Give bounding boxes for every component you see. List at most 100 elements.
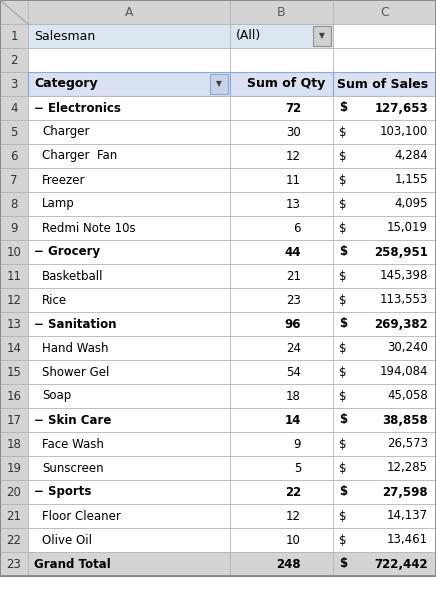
Text: 2: 2 bbox=[10, 54, 18, 66]
Bar bbox=[230, 384, 333, 408]
Text: 6: 6 bbox=[293, 221, 301, 235]
Text: 72: 72 bbox=[285, 101, 301, 115]
Text: Grand Total: Grand Total bbox=[34, 558, 111, 571]
Text: Freezer: Freezer bbox=[42, 174, 85, 186]
Bar bbox=[28, 48, 230, 72]
Bar bbox=[0, 336, 28, 360]
Text: $: $ bbox=[339, 558, 347, 571]
Bar bbox=[0, 456, 28, 480]
Bar bbox=[0, 192, 28, 216]
Bar bbox=[0, 384, 28, 408]
Bar bbox=[28, 72, 230, 96]
Text: 13,461: 13,461 bbox=[387, 534, 428, 546]
Text: 14: 14 bbox=[285, 414, 301, 426]
Bar bbox=[28, 240, 230, 264]
Text: 26,573: 26,573 bbox=[387, 438, 428, 451]
Text: $: $ bbox=[339, 294, 347, 306]
Text: Shower Gel: Shower Gel bbox=[42, 365, 109, 378]
Bar bbox=[28, 552, 230, 576]
Bar bbox=[28, 264, 230, 288]
Text: 103,100: 103,100 bbox=[380, 125, 428, 139]
Text: Sum of Sales: Sum of Sales bbox=[337, 78, 428, 91]
Bar bbox=[333, 120, 436, 144]
Bar bbox=[0, 288, 28, 312]
Bar bbox=[0, 312, 28, 336]
Bar bbox=[333, 288, 436, 312]
Text: ▼: ▼ bbox=[319, 32, 325, 41]
Text: 1: 1 bbox=[10, 29, 18, 42]
Bar bbox=[333, 0, 436, 24]
Bar bbox=[28, 24, 230, 48]
Bar bbox=[230, 312, 333, 336]
Text: 45,058: 45,058 bbox=[387, 389, 428, 402]
Bar bbox=[333, 480, 436, 504]
Text: Rice: Rice bbox=[42, 294, 67, 306]
Bar bbox=[0, 96, 28, 120]
Text: Redmi Note 10s: Redmi Note 10s bbox=[42, 221, 136, 235]
Text: − Grocery: − Grocery bbox=[34, 245, 100, 259]
Bar bbox=[333, 456, 436, 480]
Bar bbox=[28, 168, 230, 192]
Text: 18: 18 bbox=[7, 438, 21, 451]
Text: 19: 19 bbox=[7, 461, 21, 475]
Bar bbox=[333, 552, 436, 576]
Text: − Sanitation: − Sanitation bbox=[34, 318, 116, 331]
Text: (All): (All) bbox=[236, 29, 261, 42]
Bar bbox=[333, 216, 436, 240]
Text: 14,137: 14,137 bbox=[387, 509, 428, 522]
Text: Floor Cleaner: Floor Cleaner bbox=[42, 509, 121, 522]
Text: 14: 14 bbox=[7, 341, 21, 355]
Bar bbox=[333, 144, 436, 168]
Bar bbox=[28, 120, 230, 144]
Bar bbox=[28, 216, 230, 240]
Text: $: $ bbox=[339, 365, 347, 378]
Bar bbox=[0, 48, 28, 72]
Text: − Skin Care: − Skin Care bbox=[34, 414, 111, 426]
Text: Sunscreen: Sunscreen bbox=[42, 461, 104, 475]
Text: 18: 18 bbox=[286, 389, 301, 402]
Bar bbox=[28, 144, 230, 168]
Text: 258,951: 258,951 bbox=[374, 245, 428, 259]
Text: 21: 21 bbox=[7, 509, 21, 522]
Text: 194,084: 194,084 bbox=[379, 365, 428, 378]
Text: $: $ bbox=[339, 509, 347, 522]
Text: $: $ bbox=[339, 461, 347, 475]
Bar bbox=[0, 168, 28, 192]
Text: $: $ bbox=[339, 245, 347, 259]
Bar bbox=[28, 456, 230, 480]
Bar bbox=[230, 336, 333, 360]
Text: 127,653: 127,653 bbox=[375, 101, 428, 115]
Bar bbox=[230, 144, 333, 168]
Text: $: $ bbox=[339, 101, 347, 115]
Bar bbox=[0, 216, 28, 240]
Bar bbox=[333, 48, 436, 72]
Text: $: $ bbox=[339, 125, 347, 139]
Bar bbox=[0, 432, 28, 456]
Text: 12: 12 bbox=[7, 294, 21, 306]
Text: $: $ bbox=[339, 485, 347, 498]
Text: 9: 9 bbox=[10, 221, 18, 235]
Bar bbox=[0, 552, 28, 576]
Bar bbox=[333, 408, 436, 432]
Text: 38,858: 38,858 bbox=[382, 414, 428, 426]
Text: 11: 11 bbox=[7, 269, 21, 282]
Bar bbox=[230, 216, 333, 240]
Text: $: $ bbox=[339, 438, 347, 451]
Text: 13: 13 bbox=[7, 318, 21, 331]
Bar bbox=[333, 96, 436, 120]
Text: $: $ bbox=[339, 534, 347, 546]
Text: A: A bbox=[125, 5, 133, 19]
Text: ▼: ▼ bbox=[216, 79, 222, 88]
Text: 15: 15 bbox=[7, 365, 21, 378]
Bar bbox=[333, 504, 436, 528]
Text: $: $ bbox=[339, 149, 347, 162]
Text: 1,155: 1,155 bbox=[395, 174, 428, 186]
Bar bbox=[230, 72, 333, 96]
Text: Face Wash: Face Wash bbox=[42, 438, 104, 451]
Text: 24: 24 bbox=[286, 341, 301, 355]
Text: $: $ bbox=[339, 221, 347, 235]
Text: 30: 30 bbox=[286, 125, 301, 139]
Text: 113,553: 113,553 bbox=[380, 294, 428, 306]
Text: $: $ bbox=[339, 389, 347, 402]
Text: 145,398: 145,398 bbox=[380, 269, 428, 282]
